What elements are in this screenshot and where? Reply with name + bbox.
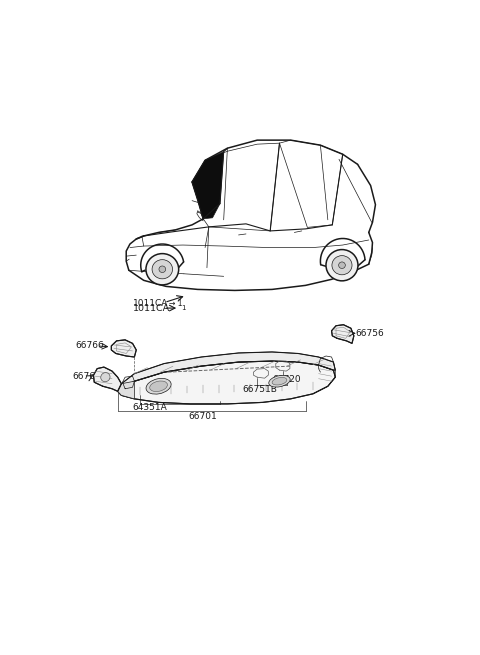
Text: 66766: 66766 <box>75 341 104 350</box>
Polygon shape <box>118 381 134 399</box>
Text: 66720: 66720 <box>273 375 301 384</box>
Text: 1: 1 <box>181 305 185 311</box>
Ellipse shape <box>101 373 110 382</box>
Polygon shape <box>111 340 136 357</box>
Ellipse shape <box>152 259 172 279</box>
Text: 66701: 66701 <box>189 412 217 421</box>
Text: 1011CA: 1011CA <box>132 303 169 312</box>
Ellipse shape <box>272 377 287 385</box>
Ellipse shape <box>269 375 290 387</box>
Polygon shape <box>332 325 354 343</box>
Text: → 1: → 1 <box>169 299 183 308</box>
Text: 66756: 66756 <box>356 329 384 338</box>
Text: 66751B: 66751B <box>242 384 277 394</box>
Text: 64351A: 64351A <box>132 403 168 413</box>
Polygon shape <box>94 367 121 391</box>
Ellipse shape <box>146 379 171 394</box>
Polygon shape <box>118 361 335 404</box>
Ellipse shape <box>159 266 166 272</box>
Ellipse shape <box>338 262 345 269</box>
Ellipse shape <box>146 253 179 285</box>
Ellipse shape <box>326 250 358 281</box>
Text: 1011CA: 1011CA <box>132 299 168 308</box>
Polygon shape <box>192 152 224 219</box>
Polygon shape <box>118 352 335 391</box>
Ellipse shape <box>332 255 352 275</box>
Ellipse shape <box>150 381 168 392</box>
Text: 66761B: 66761B <box>72 371 107 381</box>
